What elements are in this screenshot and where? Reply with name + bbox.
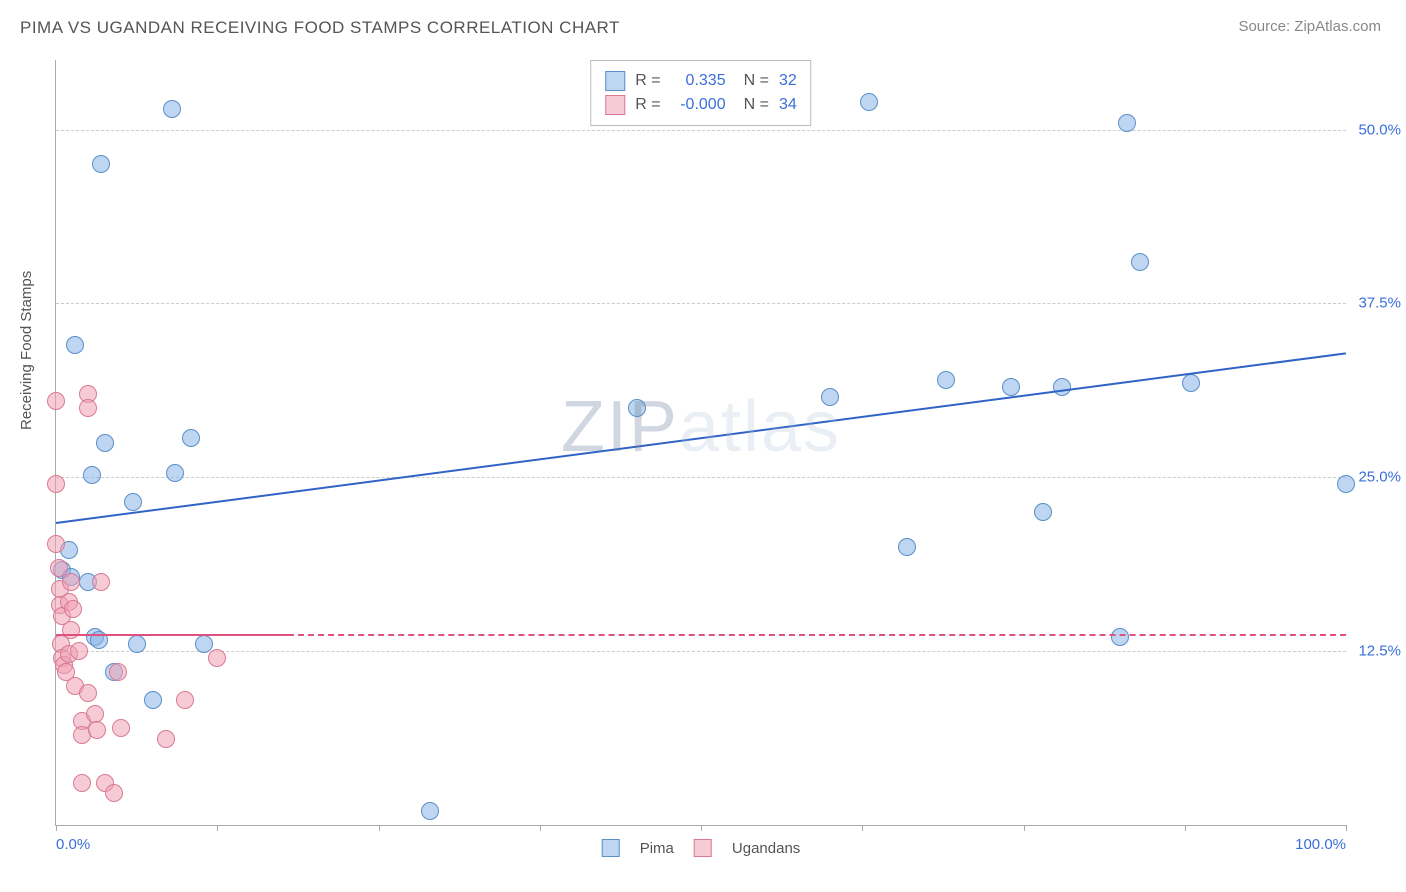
pima-point: [124, 493, 142, 511]
chart-container: PIMA VS UGANDAN RECEIVING FOOD STAMPS CO…: [0, 0, 1406, 892]
legend-swatch: [605, 95, 625, 115]
pima-point: [1182, 374, 1200, 392]
legend-n-value: 34: [779, 93, 797, 117]
pima-point: [898, 538, 916, 556]
x-tick: [540, 825, 541, 831]
pima-point: [937, 371, 955, 389]
pima-point: [96, 434, 114, 452]
ugandans-point: [88, 721, 106, 739]
legend-n-value: 32: [779, 69, 797, 93]
x-tick: [862, 825, 863, 831]
watermark: ZIPatlas: [561, 386, 841, 468]
ugandans-point: [64, 600, 82, 618]
ugandans-point: [208, 649, 226, 667]
pima-point: [1337, 475, 1355, 493]
ugandans-point: [79, 399, 97, 417]
legend-swatch: [694, 839, 712, 857]
pima-point: [860, 93, 878, 111]
gridline: [56, 477, 1346, 478]
legend-r-label: R =: [635, 69, 660, 93]
ugandans-point: [47, 535, 65, 553]
ugandans-trend-dash: [288, 634, 1346, 636]
pima-trendline: [56, 352, 1346, 524]
pima-point: [628, 399, 646, 417]
pima-point: [1002, 378, 1020, 396]
x-tick: [701, 825, 702, 831]
pima-point: [1131, 253, 1149, 271]
series-legend: Pima Ugandans: [602, 839, 801, 857]
ugandans-point: [70, 642, 88, 660]
legend-swatch: [605, 71, 625, 91]
y-tick-label: 25.0%: [1358, 469, 1401, 486]
pima-point: [1034, 503, 1052, 521]
legend-row: R = 0.335 N = 32: [605, 69, 796, 93]
pima-point: [66, 336, 84, 354]
x-tick-label: 100.0%: [1295, 836, 1346, 853]
pima-point: [1053, 378, 1071, 396]
pima-point: [1118, 114, 1136, 132]
x-tick: [1024, 825, 1025, 831]
legend-n-label: N =: [744, 69, 769, 93]
ugandans-point: [112, 719, 130, 737]
ugandans-point: [176, 691, 194, 709]
pima-point: [1111, 628, 1129, 646]
ugandans-point: [62, 573, 80, 591]
gridline: [56, 651, 1346, 652]
pima-point: [92, 155, 110, 173]
ugandans-point: [62, 621, 80, 639]
ugandans-trendline: [56, 634, 288, 636]
chart-title: PIMA VS UGANDAN RECEIVING FOOD STAMPS CO…: [20, 18, 620, 38]
x-tick: [1346, 825, 1347, 831]
ugandans-point: [92, 573, 110, 591]
ugandans-point: [47, 475, 65, 493]
ugandans-point: [105, 784, 123, 802]
x-tick: [1185, 825, 1186, 831]
pima-point: [83, 466, 101, 484]
ugandans-point: [79, 684, 97, 702]
legend-r-label: R =: [635, 93, 660, 117]
x-tick-label: 0.0%: [56, 836, 90, 853]
legend-row: R = -0.000 N = 34: [605, 93, 796, 117]
pima-point: [128, 635, 146, 653]
pima-point: [166, 464, 184, 482]
ugandans-point: [109, 663, 127, 681]
pima-point: [182, 429, 200, 447]
ugandans-point: [157, 730, 175, 748]
legend-series-label: Pima: [640, 840, 674, 857]
y-tick-label: 50.0%: [1358, 121, 1401, 138]
gridline: [56, 303, 1346, 304]
pima-point: [144, 691, 162, 709]
pima-point: [163, 100, 181, 118]
ugandans-point: [47, 392, 65, 410]
x-tick: [379, 825, 380, 831]
legend-swatch: [602, 839, 620, 857]
pima-point: [421, 802, 439, 820]
x-tick: [56, 825, 57, 831]
gridline: [56, 130, 1346, 131]
y-axis-label: Receiving Food Stamps: [18, 271, 35, 430]
ugandans-point: [86, 705, 104, 723]
x-tick: [217, 825, 218, 831]
source-label: Source: ZipAtlas.com: [1238, 18, 1381, 35]
legend-n-label: N =: [744, 93, 769, 117]
y-tick-label: 12.5%: [1358, 643, 1401, 660]
plot-area: ZIPatlas R =0.335N =32R =-0.000N =34 Pim…: [55, 60, 1346, 826]
legend-r-value: -0.000: [671, 93, 726, 117]
legend-series-label: Ugandans: [732, 840, 800, 857]
pima-point: [821, 388, 839, 406]
correlation-legend: R = 0.335 N = 32 R = -0.000 N = 34: [590, 60, 811, 126]
legend-r-value: 0.335: [671, 69, 726, 93]
ugandans-point: [73, 774, 91, 792]
y-tick-label: 37.5%: [1358, 295, 1401, 312]
